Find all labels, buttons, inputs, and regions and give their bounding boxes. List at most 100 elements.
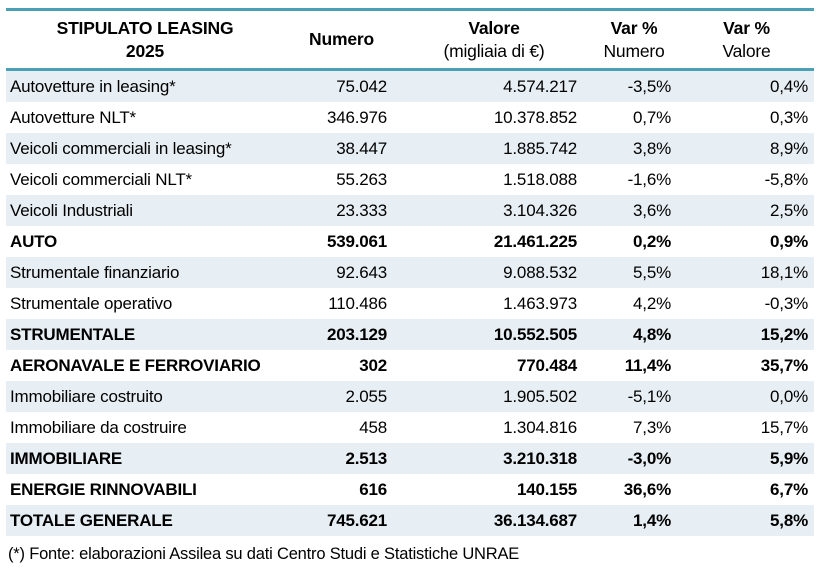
var-valore-value: 8,9% (770, 138, 808, 158)
numero-value: 92.643 (336, 262, 387, 282)
valore-value: 1.885.742 (503, 138, 577, 158)
valore-value: 4.574.217 (503, 76, 577, 96)
numero-value: 302 (359, 355, 387, 375)
valore-value: 770.484 (516, 355, 577, 375)
var-valore-value: 18,1% (760, 262, 808, 282)
var-valore-value: -0,3% (764, 293, 809, 313)
row-label: Autovetture in leasing* (10, 76, 176, 96)
valore-value: 140.155 (516, 479, 577, 499)
table-row: Strumentale operativo 110.486 1.463.973 … (6, 288, 814, 319)
row-label: ENERGIE RINNOVABILI (10, 479, 197, 499)
valore-value: 36.134.687 (493, 510, 577, 530)
table-row: Autovetture NLT* 346.976 10.378.852 0,7%… (6, 102, 814, 133)
table-row-total: IMMOBILIARE 2.513 3.210.318 -3,0% 5,9% (6, 443, 814, 474)
var-numero-value: 3,6% (633, 200, 671, 220)
var-numero-value: 0,7% (633, 107, 671, 127)
numero-value: 346.976 (326, 107, 387, 127)
var-numero-value: 4,8% (633, 324, 671, 344)
table-title-line2: 2025 (125, 40, 165, 61)
var-numero-value: 36,6% (623, 479, 671, 499)
table-row-total: AUTO 539.061 21.461.225 0,2% 0,9% (6, 226, 814, 257)
row-label: Strumentale operativo (10, 293, 173, 313)
row-label: Immobiliare costruito (10, 386, 163, 406)
table-row: Strumentale finanziario 92.643 9.088.532… (6, 257, 814, 288)
numero-value: 203.129 (326, 324, 387, 344)
numero-value: 38.447 (336, 138, 387, 158)
row-label: Autovetture NLT* (10, 107, 136, 127)
numero-value: 539.061 (326, 231, 387, 251)
var-valore-value: 6,7% (770, 479, 808, 499)
table-row-total: ENERGIE RINNOVABILI 616 140.155 36,6% 6,… (6, 474, 814, 505)
valore-value: 1.304.816 (503, 417, 577, 437)
row-label: Immobiliare da costruire (10, 417, 187, 437)
table-row: Veicoli commerciali NLT* 55.263 1.518.08… (6, 164, 814, 195)
numero-value: 110.486 (328, 293, 387, 313)
leasing-stats-table: STIPULATO LEASING 2025 Numero Valore (mi… (6, 8, 814, 536)
var-valore-value: 0,3% (770, 107, 808, 127)
var-valore-value: 35,7% (760, 355, 808, 375)
header-var-numero-label2: Numero (603, 40, 665, 61)
valore-value: 3.210.318 (503, 448, 577, 468)
var-numero-value: 3,8% (633, 138, 671, 158)
table-row-total: STRUMENTALE 203.129 10.552.505 4,8% 15,2… (6, 319, 814, 350)
table-row-total: AERONAVALE E FERROVIARIO 302 770.484 11,… (6, 350, 814, 381)
var-valore-value: 15,2% (760, 324, 808, 344)
numero-value: 75.042 (336, 76, 387, 96)
header-valore-label: Valore (468, 17, 520, 38)
var-numero-value: 4,2% (633, 293, 671, 313)
top-divider (6, 8, 814, 11)
valore-value: 1.905.502 (503, 386, 577, 406)
valore-value: 10.378.852 (493, 107, 577, 127)
table-row: Veicoli commerciali in leasing* 38.447 1… (6, 133, 814, 164)
row-label: Strumentale finanziario (10, 262, 180, 282)
valore-value: 1.463.973 (503, 293, 577, 313)
row-label: AUTO (10, 231, 58, 251)
row-label: STRUMENTALE (10, 324, 135, 344)
valore-value: 10.552.505 (493, 324, 577, 344)
numero-value: 23.333 (336, 200, 387, 220)
var-valore-value: 15,7% (760, 417, 808, 437)
var-numero-value: -3,5% (627, 76, 672, 96)
table-row: Immobiliare da costruire 458 1.304.816 7… (6, 412, 814, 443)
var-numero-value: 7,3% (633, 417, 671, 437)
numero-value: 2.513 (345, 448, 387, 468)
header-divider (6, 68, 814, 71)
source-note: (*) Fonte: elaborazioni Assilea su dati … (8, 545, 520, 563)
table-header-row: STIPULATO LEASING 2025 Numero Valore (mi… (6, 11, 814, 68)
row-label: IMMOBILIARE (10, 448, 123, 468)
valore-value: 21.461.225 (493, 231, 577, 251)
numero-value: 2.055 (345, 386, 387, 406)
table-title-line1: STIPULATO LEASING (56, 17, 234, 38)
table-row-grand-total: TOTALE GENERALE 745.621 36.134.687 1,4% … (6, 505, 814, 536)
row-label: Veicoli commerciali NLT* (10, 169, 192, 189)
var-valore-value: 0,0% (770, 386, 808, 406)
var-numero-value: -3,0% (627, 448, 672, 468)
header-var-numero-label1: Var % (610, 17, 658, 38)
var-numero-value: 5,5% (633, 262, 671, 282)
row-label: AERONAVALE E FERROVIARIO (10, 355, 261, 375)
numero-value: 745.621 (326, 510, 387, 530)
header-valore-cell: Valore (migliaia di €) (399, 17, 589, 63)
var-valore-value: -5,8% (764, 169, 809, 189)
header-valore-unit: (migliaia di €) (443, 40, 545, 61)
row-label: Veicoli commerciali in leasing* (10, 138, 232, 158)
var-numero-value: 1,4% (633, 510, 671, 530)
header-var-numero-cell: Var % Numero (589, 17, 679, 63)
var-numero-value: -5,1% (627, 386, 672, 406)
table-row: Autovetture in leasing* 75.042 4.574.217… (6, 71, 814, 102)
var-numero-value: 11,4% (624, 355, 671, 375)
var-valore-value: 5,8% (770, 510, 808, 530)
header-numero-label: Numero (309, 29, 374, 49)
numero-value: 458 (359, 417, 387, 437)
var-numero-value: -1,6% (627, 169, 672, 189)
header-var-valore-label1: Var % (723, 17, 770, 38)
var-valore-value: 0,4% (770, 76, 808, 96)
valore-value: 3.104.326 (503, 200, 577, 220)
header-var-valore-label2: Valore (722, 40, 771, 61)
var-numero-value: 0,2% (633, 231, 671, 251)
header-title-cell: STIPULATO LEASING 2025 (6, 17, 284, 63)
numero-value: 55.263 (336, 169, 387, 189)
header-numero-cell: Numero (284, 28, 399, 51)
header-var-valore-cell: Var % Valore (679, 17, 814, 63)
numero-value: 616 (359, 479, 387, 499)
